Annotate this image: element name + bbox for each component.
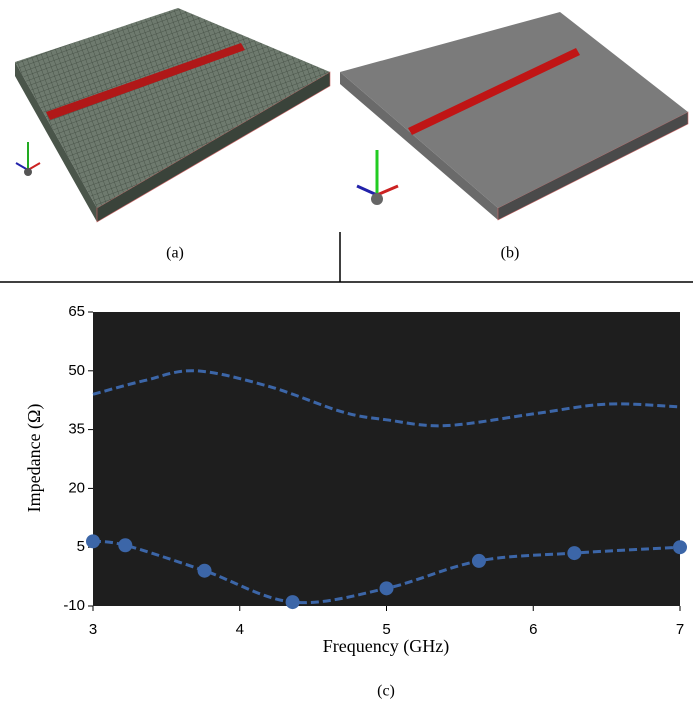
y-tick-label: 35: [68, 421, 85, 438]
x-tick-label: 7: [676, 621, 684, 638]
model-a: [15, 8, 330, 222]
marker: [673, 540, 687, 554]
model-b: [340, 12, 688, 220]
marker: [567, 546, 581, 560]
x-tick-label: 3: [89, 621, 97, 638]
marker: [380, 581, 394, 595]
marker: [286, 595, 300, 609]
figure: (a) (b) (c) Frequency (GHz) Impedance (Ω…: [0, 0, 693, 722]
marker: [198, 564, 212, 578]
y-tick-label: -10: [63, 597, 85, 614]
x-tick-label: 4: [236, 621, 244, 638]
marker: [472, 554, 486, 568]
caption: (a): [166, 245, 184, 262]
marker: [118, 538, 132, 552]
y-tick-label: 50: [68, 362, 85, 379]
y-tick-label: 5: [77, 538, 85, 555]
x-tick-label: 6: [529, 621, 537, 638]
caption: (c): [377, 683, 395, 700]
y-axis-label: Impedance (Ω): [24, 404, 45, 513]
marker: [86, 534, 100, 548]
y-tick-label: 20: [68, 479, 85, 496]
y-tick-label: 65: [68, 303, 85, 320]
x-axis-label: Frequency (GHz): [323, 636, 449, 657]
x-tick-label: 5: [382, 621, 390, 638]
caption: (b): [501, 245, 520, 262]
